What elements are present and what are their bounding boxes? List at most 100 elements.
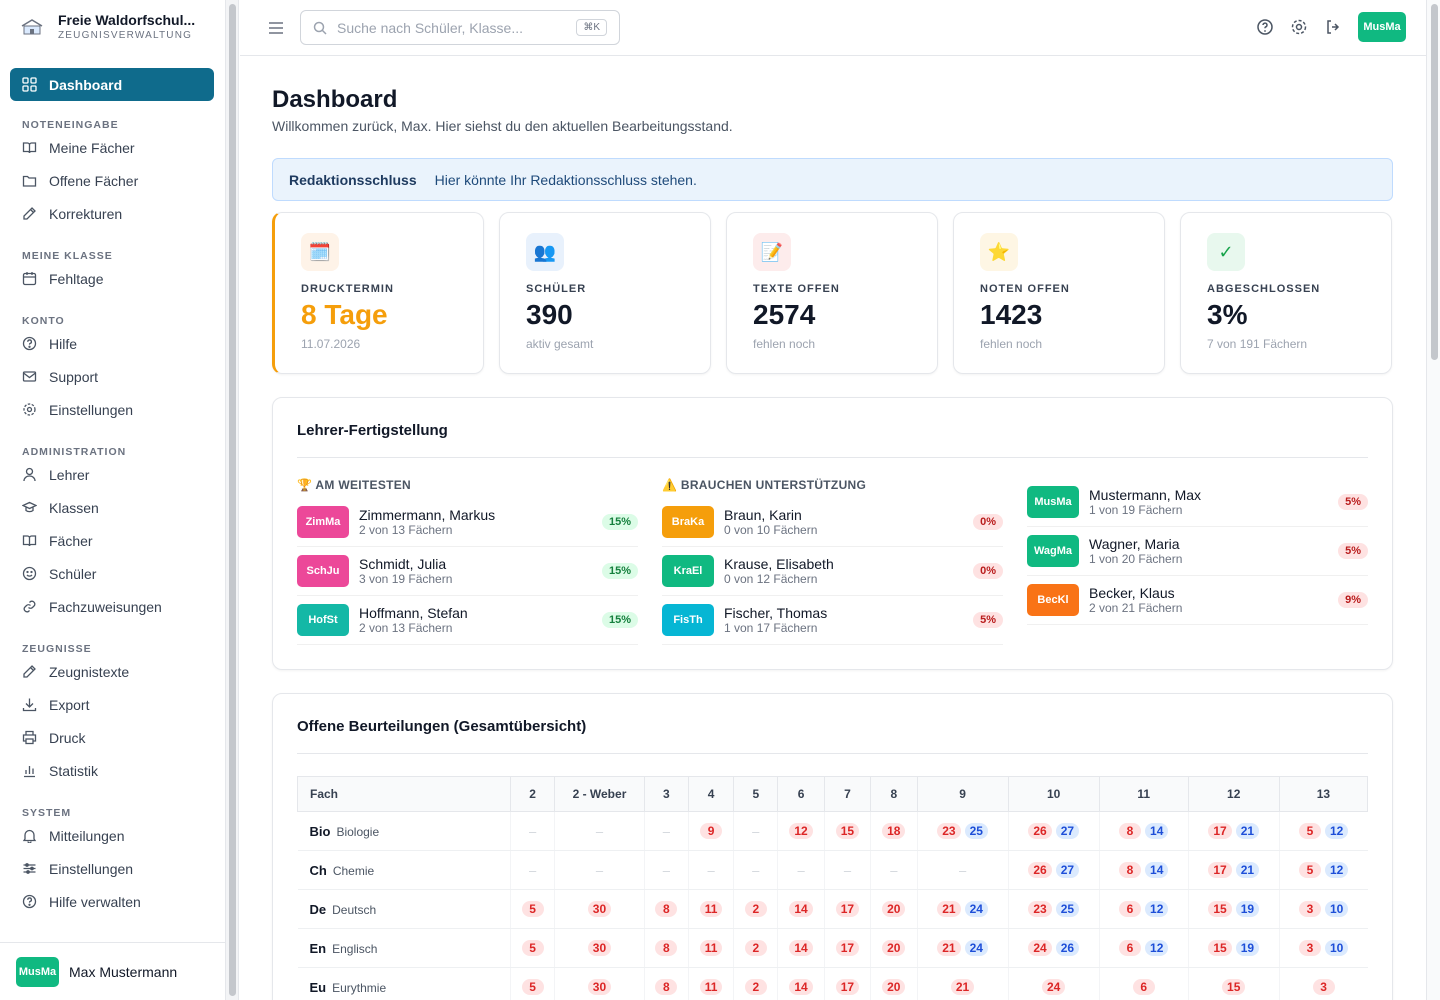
table-row[interactable]: Bio Biologie – – –9–12 15 18 23 25 26 27 8 14 17 21 5 1… <box>297 811 1368 851</box>
count-cell[interactable]: 6 12 <box>1098 928 1189 968</box>
stat-card[interactable]: 🗓️ DRUCKTERMIN 8 Tage 11.07.2026 <box>272 212 484 374</box>
count-cell[interactable]: 8 14 <box>1098 811 1189 851</box>
count-cell[interactable]: – <box>823 850 871 890</box>
sidebar-item-einstellungen[interactable]: Einstellungen <box>10 852 214 885</box>
sidebar-item-korrekturen[interactable]: Korrekturen <box>10 197 214 230</box>
teacher-row[interactable]: HofSt Hoffmann, Stefan 2 von 13 Fächern … <box>297 596 638 645</box>
sidebar-user[interactable]: MusMa Max Mustermann <box>0 942 226 1000</box>
sidebar-item-statistik[interactable]: Statistik <box>10 754 214 787</box>
count-cell[interactable]: 17 21 <box>1187 850 1280 890</box>
help-icon[interactable] <box>1256 18 1274 36</box>
sidebar-item-fächer[interactable]: Fächer <box>10 524 214 557</box>
count-cell[interactable]: – <box>643 850 689 890</box>
search-box[interactable]: ⌘K <box>300 10 620 45</box>
teacher-row[interactable]: KraEl Krause, Elisabeth 0 von 12 Fächern… <box>662 547 1003 596</box>
count-cell[interactable]: 5 12 <box>1278 850 1368 890</box>
count-cell[interactable]: 24 <box>1007 967 1100 1000</box>
sidebar-item-hilfe-verwalten[interactable]: Hilfe verwalten <box>10 885 214 918</box>
count-cell[interactable]: 3 10 <box>1278 889 1368 929</box>
count-cell[interactable]: 11 <box>687 889 734 929</box>
count-cell[interactable]: 3 10 <box>1278 928 1368 968</box>
brand[interactable]: Freie Waldorfschul... ZEUGNISVERWALTUNG <box>20 12 208 41</box>
count-cell[interactable]: – <box>509 811 555 851</box>
count-cell[interactable]: 14 <box>777 928 825 968</box>
sidebar-item-schüler[interactable]: Schüler <box>10 557 214 590</box>
column-header[interactable]: 13 <box>1278 776 1369 812</box>
count-cell[interactable]: 14 <box>777 889 825 929</box>
count-cell[interactable]: – <box>870 850 917 890</box>
count-cell[interactable]: 9 <box>687 811 734 851</box>
count-cell[interactable]: 17 <box>823 928 871 968</box>
count-cell[interactable]: 15 <box>823 811 871 851</box>
column-header[interactable]: 2 <box>509 776 556 812</box>
sidebar-item-zeugnistexte[interactable]: Zeugnistexte <box>10 655 214 688</box>
count-cell[interactable]: – <box>554 811 645 851</box>
count-cell[interactable]: 8 <box>643 928 689 968</box>
teacher-row[interactable]: BraKa Braun, Karin 0 von 10 Fächern 0% <box>662 498 1003 547</box>
stat-card[interactable]: ⭐ NOTEN OFFEN 1423 fehlen noch <box>953 212 1165 374</box>
page-scroll-thumb[interactable] <box>1431 4 1438 360</box>
count-cell[interactable]: 20 <box>870 889 917 929</box>
sidebar-item-hilfe[interactable]: Hilfe <box>10 327 214 360</box>
count-cell[interactable]: 21 24 <box>916 928 1009 968</box>
count-cell[interactable]: 21 <box>916 967 1009 1000</box>
count-cell[interactable]: 24 26 <box>1007 928 1100 968</box>
count-cell[interactable]: – <box>643 811 689 851</box>
count-cell[interactable]: 20 <box>870 928 917 968</box>
sidebar-item-druck[interactable]: Druck <box>10 721 214 754</box>
stat-card[interactable]: 📝 TEXTE OFFEN 2574 fehlen noch <box>726 212 938 374</box>
sidebar-item-fachzuweisungen[interactable]: Fachzuweisungen <box>10 590 214 623</box>
sidebar-item-offene-fächer[interactable]: Offene Fächer <box>10 164 214 197</box>
count-cell[interactable]: – <box>777 850 825 890</box>
count-cell[interactable]: – <box>509 850 555 890</box>
count-cell[interactable]: 6 12 <box>1098 889 1189 929</box>
column-header[interactable]: 4 <box>687 776 735 812</box>
count-cell[interactable]: 8 <box>643 967 689 1000</box>
column-header[interactable]: 12 <box>1187 776 1280 812</box>
count-cell[interactable]: 6 <box>1098 967 1189 1000</box>
count-cell[interactable]: 2 <box>733 928 778 968</box>
sidebar-item-klassen[interactable]: Klassen <box>10 491 214 524</box>
column-header[interactable]: 8 <box>870 776 918 812</box>
sidebar-item-dashboard[interactable]: Dashboard <box>10 68 214 101</box>
stat-card[interactable]: 👥 SCHÜLER 390 aktiv gesamt <box>499 212 711 374</box>
sidebar-item-meine-fächer[interactable]: Meine Fächer <box>10 131 214 164</box>
count-cell[interactable]: 23 25 <box>916 811 1009 851</box>
table-row[interactable]: En Englisch 5 30 8 11 2 14 17 20 21 24 24 26 6 12 15 19 3… <box>297 928 1368 968</box>
count-cell[interactable]: 11 <box>687 928 734 968</box>
count-cell[interactable]: – <box>733 811 778 851</box>
teacher-row[interactable]: BecKl Becker, Klaus 2 von 21 Fächern 9% <box>1027 576 1368 625</box>
stat-card[interactable]: ✓ ABGESCHLOSSEN 3% 7 von 191 Fächern <box>1180 212 1392 374</box>
sidebar-scroll-thumb[interactable] <box>229 4 236 996</box>
sidebar-item-lehrer[interactable]: Lehrer <box>10 458 214 491</box>
count-cell[interactable]: 17 <box>823 967 871 1000</box>
table-row[interactable]: Ch Chemie – – – – – – – – –26 27 8 14 17 21 5 12 <box>297 850 1368 890</box>
count-cell[interactable]: – <box>687 850 734 890</box>
column-header[interactable]: 10 <box>1007 776 1100 812</box>
avatar[interactable]: MusMa <box>1358 12 1406 42</box>
teacher-row[interactable]: SchJu Schmidt, Julia 3 von 19 Fächern 15… <box>297 547 638 596</box>
count-cell[interactable]: 5 <box>509 928 555 968</box>
column-header[interactable]: 9 <box>916 776 1009 812</box>
count-cell[interactable]: 30 <box>554 928 645 968</box>
count-cell[interactable]: 20 <box>870 967 917 1000</box>
column-header[interactable]: 2 - Weber <box>554 776 645 812</box>
count-cell[interactable]: 2 <box>733 889 778 929</box>
count-cell[interactable]: 26 27 <box>1007 850 1100 890</box>
count-cell[interactable]: 14 <box>777 967 825 1000</box>
column-header[interactable]: 7 <box>823 776 872 812</box>
logout-icon[interactable] <box>1324 18 1342 36</box>
column-header[interactable]: 3 <box>643 776 689 812</box>
teacher-row[interactable]: ZimMa Zimmermann, Markus 2 von 13 Fächer… <box>297 498 638 547</box>
count-cell[interactable]: 23 25 <box>1007 889 1100 929</box>
sidebar-item-fehltage[interactable]: Fehltage <box>10 262 214 295</box>
sidebar-item-export[interactable]: Export <box>10 688 214 721</box>
count-cell[interactable]: 15 <box>1187 967 1280 1000</box>
gear-icon[interactable] <box>1290 18 1308 36</box>
count-cell[interactable]: 3 <box>1278 967 1368 1000</box>
count-cell[interactable]: 5 12 <box>1278 811 1368 851</box>
count-cell[interactable]: – <box>916 850 1009 890</box>
teacher-row[interactable]: WagMa Wagner, Maria 1 von 20 Fächern 5% <box>1027 527 1368 576</box>
sidebar-item-einstellungen[interactable]: Einstellungen <box>10 393 214 426</box>
count-cell[interactable]: – <box>554 850 645 890</box>
